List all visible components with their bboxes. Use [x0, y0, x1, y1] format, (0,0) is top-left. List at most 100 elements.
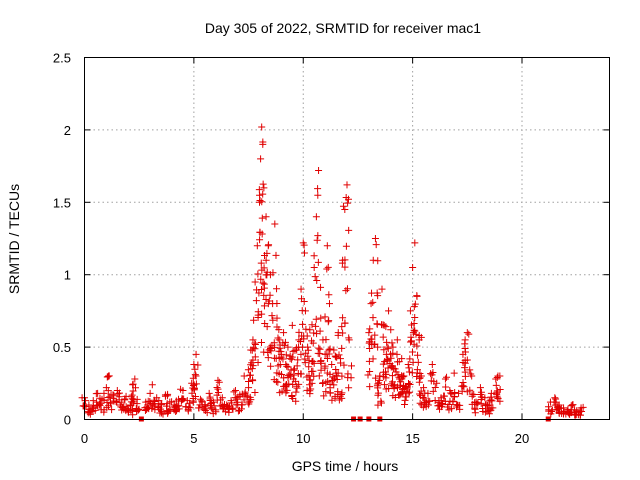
- data-point: [317, 284, 324, 291]
- data-point: [301, 249, 308, 256]
- data-point: [407, 307, 414, 314]
- data-point: [149, 381, 156, 388]
- x-tick-label: 5: [190, 431, 197, 446]
- data-point: [379, 286, 386, 293]
- data-point: [289, 322, 296, 329]
- data-point: [276, 336, 283, 343]
- data-point: [147, 390, 154, 397]
- data-point: [324, 242, 331, 249]
- data-point: [194, 361, 201, 368]
- data-point: [341, 206, 348, 213]
- data-point: [198, 397, 205, 404]
- data-point: [380, 334, 387, 341]
- data-point: [394, 336, 401, 343]
- data-point: [328, 361, 335, 368]
- data-point: [568, 402, 575, 409]
- data-point: [552, 395, 559, 402]
- data-point: [313, 316, 320, 323]
- data-point: [443, 374, 450, 381]
- data-point: [465, 331, 472, 338]
- y-tick-label: 0.5: [53, 340, 71, 355]
- data-point: [381, 381, 388, 388]
- data-point: [129, 392, 136, 399]
- data-point: [413, 292, 420, 299]
- data-point: [309, 368, 316, 375]
- data-point: [257, 155, 264, 162]
- data-point: [260, 181, 267, 188]
- data-point: [348, 362, 355, 369]
- data-point: [267, 363, 274, 370]
- data-point: [265, 354, 272, 361]
- data-point: [369, 299, 376, 306]
- data-point: [93, 390, 100, 397]
- data-point: [393, 351, 400, 358]
- y-tick-label: 1: [64, 268, 71, 283]
- data-point: [338, 373, 345, 380]
- data-point: [311, 264, 318, 271]
- data-point: [327, 346, 334, 353]
- data-point: [311, 252, 318, 259]
- data-point: [345, 384, 352, 391]
- data-point: [343, 243, 350, 250]
- data-point: [156, 409, 163, 416]
- data-point: [348, 374, 355, 381]
- data-point: [374, 257, 381, 264]
- data-point: [283, 363, 290, 370]
- data-point: [368, 300, 375, 307]
- data-point: [406, 355, 413, 362]
- data-point: [472, 409, 479, 416]
- data-point: [409, 264, 416, 271]
- data-point: [251, 389, 258, 396]
- data-point: [272, 252, 279, 259]
- data-point: [245, 384, 252, 391]
- data-point: [394, 358, 401, 365]
- data-point: [315, 259, 322, 266]
- data-point: [385, 307, 392, 314]
- data-point: [493, 382, 500, 389]
- x-axis-label: GPS time / hours: [292, 458, 399, 474]
- data-point: [325, 264, 332, 271]
- data-point: [260, 184, 267, 191]
- data-point: [373, 241, 380, 248]
- x-tick-label: 20: [515, 431, 529, 446]
- data-point: [314, 185, 321, 192]
- data-point: [307, 386, 314, 393]
- data-point: [389, 372, 396, 379]
- data-point: [314, 232, 321, 239]
- data-point: [477, 384, 484, 391]
- data-point: [316, 372, 323, 379]
- data-point: [340, 203, 347, 210]
- x-tick-label: 15: [405, 431, 419, 446]
- data-point: [207, 395, 214, 402]
- data-point: [344, 370, 351, 377]
- data-point: [344, 181, 351, 188]
- data-point: [442, 384, 449, 391]
- data-point: [322, 313, 329, 320]
- x-tick-label: 0: [81, 431, 88, 446]
- data-point: [442, 375, 449, 382]
- data-point: [314, 192, 321, 199]
- y-tick-label: 0: [64, 413, 71, 428]
- data-point: [214, 386, 221, 393]
- data-point: [316, 350, 323, 357]
- data-point: [325, 318, 332, 325]
- x-tick-label: 10: [296, 431, 310, 446]
- data-point: [470, 391, 477, 398]
- data-point: [313, 213, 320, 220]
- data-point: [273, 300, 280, 307]
- y-axis-label: SRMTID / TECUs: [6, 184, 22, 294]
- data-point: [274, 335, 281, 342]
- data-point: [267, 292, 274, 299]
- data-point: [245, 378, 252, 385]
- data-point: [405, 364, 412, 371]
- data-point: [230, 388, 237, 395]
- data-point: [344, 200, 351, 207]
- data-point: [459, 382, 466, 389]
- data-point: [214, 377, 221, 384]
- data-point: [338, 323, 345, 330]
- data-point: [366, 368, 373, 375]
- data-point: [373, 320, 380, 327]
- data-point: [193, 351, 200, 358]
- data-point: [464, 329, 471, 336]
- data-point: [322, 336, 329, 343]
